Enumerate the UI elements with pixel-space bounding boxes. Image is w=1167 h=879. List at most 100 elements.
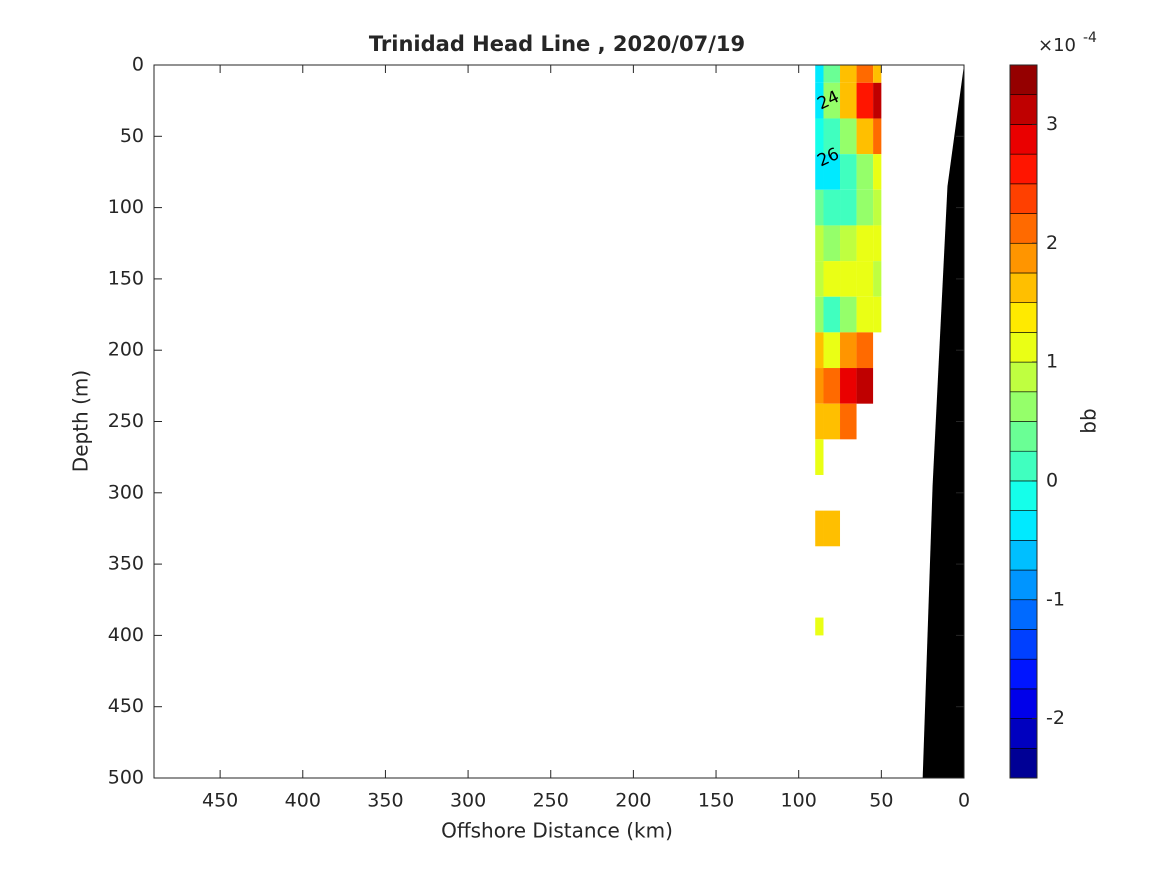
contour-cell [823, 510, 841, 547]
x-tick-label: 350 [367, 790, 403, 812]
colorbar-band [1009, 510, 1038, 541]
colorbar-band [1009, 213, 1038, 244]
contour-cell [823, 118, 841, 155]
contour-cell [840, 189, 857, 226]
colorbar-band [1009, 124, 1038, 155]
contour-cell [815, 261, 824, 297]
contour-cell [815, 296, 824, 333]
contour-cell [840, 403, 857, 440]
colorbar-tick-label: -1 [1046, 588, 1065, 610]
contour-cell [873, 225, 882, 262]
colorbar-band [1009, 421, 1038, 452]
contour-cell [856, 296, 874, 333]
contour-cell [815, 118, 824, 155]
contour-cell [823, 332, 841, 369]
contour-cell [856, 65, 874, 83]
colorbar-band [1009, 242, 1038, 274]
colorbar-band [1009, 747, 1038, 779]
colorbar-band [1009, 153, 1038, 185]
contour-cell [840, 154, 857, 190]
colorbar-band [1009, 94, 1038, 125]
contour-cell [823, 368, 841, 404]
colorbar-band [1009, 272, 1038, 303]
y-tick-label: 150 [108, 267, 144, 289]
contour-cell [840, 65, 857, 83]
colorbar-band [1009, 64, 1038, 96]
contour-cell [873, 296, 882, 333]
colorbar-band [1009, 658, 1038, 690]
contour-cell [856, 332, 874, 369]
colorbar-band [1009, 450, 1038, 482]
contour-cell [873, 82, 882, 119]
x-tick-label: 300 [450, 790, 486, 812]
y-tick-label: 200 [108, 339, 144, 361]
contour-cell [815, 154, 824, 190]
contour-cell [873, 261, 882, 297]
contour-cell [856, 368, 874, 404]
contour-cell [856, 154, 874, 190]
contour-cell [840, 118, 857, 155]
y-tick-label: 300 [108, 481, 144, 503]
y-tick-label: 100 [108, 196, 144, 218]
contour-cell [873, 65, 882, 83]
x-tick-label: 100 [781, 790, 817, 812]
contour-cell [840, 225, 857, 262]
colorbar-tick-label: 1 [1046, 351, 1058, 373]
x-tick-label: 150 [698, 790, 734, 812]
contour-cell [823, 261, 841, 297]
contour-cell [823, 154, 841, 190]
colorbar-band [1009, 569, 1038, 601]
x-tick-label: 0 [958, 790, 970, 812]
y-tick-label: 50 [120, 125, 144, 147]
x-tick-label: 250 [533, 790, 569, 812]
contour-cell [823, 296, 841, 333]
contour-cell [873, 189, 882, 226]
contour-cell [815, 617, 824, 636]
contour-cell [840, 261, 857, 297]
y-tick-label: 250 [108, 410, 144, 432]
bathymetry [922, 65, 964, 778]
colorbar-tick-label: 2 [1046, 232, 1058, 254]
colorbar-band [1009, 480, 1038, 511]
contour-cell [856, 261, 874, 297]
colorbar-band [1009, 361, 1038, 393]
colorbar-band [1009, 332, 1038, 363]
contour-cell [815, 225, 824, 262]
x-tick-label: 400 [285, 790, 321, 812]
colorbar-band [1009, 391, 1038, 422]
contour-cell [840, 82, 857, 119]
colorbar-box [1009, 64, 1038, 779]
x-tick-label: 450 [202, 790, 238, 812]
contour-cell [856, 118, 874, 155]
contour-cell [873, 154, 882, 190]
colorbar-tick-label: -2 [1046, 707, 1065, 729]
contour-cell [840, 296, 857, 333]
contour-cell [856, 82, 874, 119]
contour-cell [815, 189, 824, 226]
contour-cell [823, 403, 841, 440]
colorbar-tick-label: 3 [1046, 113, 1058, 135]
contour-cell [815, 439, 824, 475]
y-tick-label: 400 [108, 624, 144, 646]
contour-cell [840, 332, 857, 369]
contour-cell [815, 368, 824, 404]
colorbar-band [1009, 599, 1038, 630]
contour-cell [823, 225, 841, 262]
x-tick-label: 50 [869, 790, 893, 812]
contour-cell [815, 403, 824, 440]
y-tick-label: 500 [108, 767, 144, 789]
colorbar-band [1009, 688, 1038, 719]
colorbar-band [1009, 183, 1038, 214]
x-tick-label: 200 [615, 790, 651, 812]
contour-cell [840, 368, 857, 404]
x-axis-label: Offshore Distance (km) [441, 819, 673, 843]
contour-cell [815, 65, 824, 83]
contour-cell [856, 189, 874, 226]
contour-cell [823, 65, 841, 83]
colorbar-label: bb [1077, 408, 1101, 433]
contour-cell [815, 510, 824, 547]
contour-cell [815, 82, 824, 119]
contour-cell [815, 332, 824, 369]
contour-cell [873, 118, 882, 155]
